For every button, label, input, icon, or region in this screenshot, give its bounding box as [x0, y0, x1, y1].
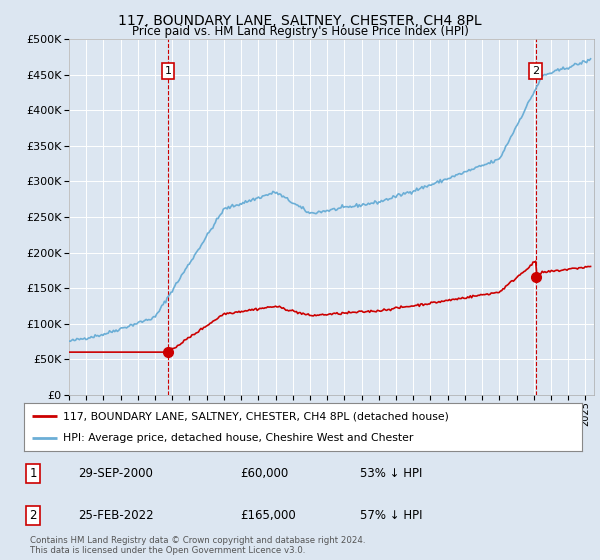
Text: Price paid vs. HM Land Registry's House Price Index (HPI): Price paid vs. HM Land Registry's House … — [131, 25, 469, 38]
Text: 57% ↓ HPI: 57% ↓ HPI — [360, 508, 422, 522]
Text: 25-FEB-2022: 25-FEB-2022 — [78, 508, 154, 522]
Text: 29-SEP-2000: 29-SEP-2000 — [78, 466, 153, 480]
Text: 1: 1 — [164, 66, 172, 76]
Text: £165,000: £165,000 — [240, 508, 296, 522]
Text: HPI: Average price, detached house, Cheshire West and Chester: HPI: Average price, detached house, Ches… — [63, 433, 413, 443]
Text: £60,000: £60,000 — [240, 466, 288, 480]
Text: 2: 2 — [29, 508, 37, 522]
Text: Contains HM Land Registry data © Crown copyright and database right 2024.: Contains HM Land Registry data © Crown c… — [30, 536, 365, 545]
Text: 1: 1 — [29, 466, 37, 480]
Text: 53% ↓ HPI: 53% ↓ HPI — [360, 466, 422, 480]
Text: 2: 2 — [532, 66, 539, 76]
Text: This data is licensed under the Open Government Licence v3.0.: This data is licensed under the Open Gov… — [30, 545, 305, 555]
Text: 117, BOUNDARY LANE, SALTNEY, CHESTER, CH4 8PL: 117, BOUNDARY LANE, SALTNEY, CHESTER, CH… — [118, 14, 482, 28]
Text: 117, BOUNDARY LANE, SALTNEY, CHESTER, CH4 8PL (detached house): 117, BOUNDARY LANE, SALTNEY, CHESTER, CH… — [63, 411, 449, 421]
